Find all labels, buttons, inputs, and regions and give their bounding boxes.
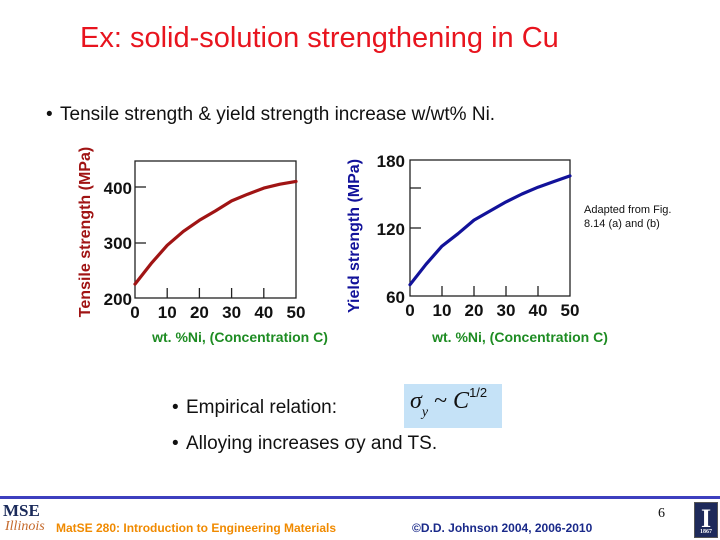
- bullet-empirical: • Empirical relation:: [172, 397, 337, 419]
- formula-highlight: [404, 384, 502, 428]
- page-number: 6: [658, 506, 665, 521]
- university-block-i-logo: I 1867: [694, 502, 718, 538]
- tensile-xlabel: wt. %Ni, (Concentration C): [151, 329, 328, 345]
- illinois-script-logo: Illinois: [5, 519, 45, 534]
- xtick: 10: [433, 301, 452, 320]
- xtick: 30: [497, 301, 516, 320]
- tensile-curve: [133, 179, 298, 286]
- yield-chart: 180 120 60 0 10 20 30 40 50 Yield strength (M…: [346, 152, 608, 345]
- xtick: 20: [190, 303, 209, 322]
- ytick: 120: [377, 220, 405, 239]
- bullet-text: Alloying increases σy and TS.: [186, 433, 438, 454]
- ytick: 200: [104, 290, 132, 309]
- copyright: ©D.D. Johnson 2004, 2006-2010: [412, 521, 593, 535]
- formula-subscript: y: [421, 405, 429, 420]
- xtick: 30: [222, 303, 241, 322]
- xtick: 0: [130, 303, 139, 322]
- tensile-ylabel: Tensile strength (MPa): [77, 147, 94, 317]
- credit-line-1: Adapted from Fig.: [584, 204, 672, 216]
- bullet-strength-increase: • Tensile strength & yield strength incre…: [46, 104, 495, 126]
- course-name: MatSE 280: Introduction to Engineering M…: [56, 521, 337, 535]
- ytick: 400: [104, 179, 132, 198]
- footer-divider: [0, 496, 720, 499]
- block-i-letter: I: [700, 504, 712, 533]
- block-i-year: 1867: [700, 529, 712, 535]
- bullet-text: Empirical relation:: [186, 397, 337, 418]
- yield-xlabel: wt. %Ni, (Concentration C): [431, 329, 608, 345]
- empirical-formula: σy ~ C1/2: [410, 385, 488, 420]
- xtick: 10: [158, 303, 177, 322]
- bullet-alloying: • Alloying increases σy and TS.: [172, 433, 437, 455]
- tilde: ~: [428, 388, 454, 414]
- credit-line-2: 8.14 (a) and (b): [584, 218, 660, 230]
- sigma-symbol: σ: [410, 388, 422, 414]
- xtick: 50: [561, 301, 580, 320]
- xtick: 40: [254, 303, 273, 322]
- formula-c: C: [453, 388, 470, 414]
- ytick: 180: [377, 152, 405, 171]
- bullet-dot: •: [172, 433, 179, 454]
- xtick: 40: [529, 301, 548, 320]
- yield-curve: [408, 174, 572, 287]
- bullet-text: Tensile strength & yield strength increa…: [60, 104, 496, 125]
- tensile-x-ticks: 0 10 20 30 40 50: [130, 288, 305, 322]
- xtick: 50: [287, 303, 306, 322]
- ytick: 60: [386, 288, 405, 307]
- bullet-dot: •: [172, 397, 179, 418]
- slide-title: Ex: solid-solution strengthening in Cu: [80, 22, 559, 54]
- formula-exponent: 1/2: [469, 385, 488, 400]
- tensile-y-ticks: 400 300 200: [104, 179, 146, 309]
- ytick: 300: [104, 234, 132, 253]
- mse-logo: MSE: [3, 501, 40, 520]
- yield-x-ticks: 0 10 20 30 40 50: [405, 286, 579, 320]
- xtick: 20: [465, 301, 484, 320]
- figure-credit: Adapted from Fig. 8.14 (a) and (b): [584, 203, 671, 231]
- yield-ylabel: Yield strength (MPa): [346, 159, 363, 313]
- xtick: 0: [405, 301, 414, 320]
- tensile-chart: 400 300 200 0 10 20 30 40 50 Tensile strength…: [77, 147, 328, 345]
- yield-y-ticks: 180 120 60: [377, 152, 421, 307]
- bullet-dot: •: [46, 104, 53, 125]
